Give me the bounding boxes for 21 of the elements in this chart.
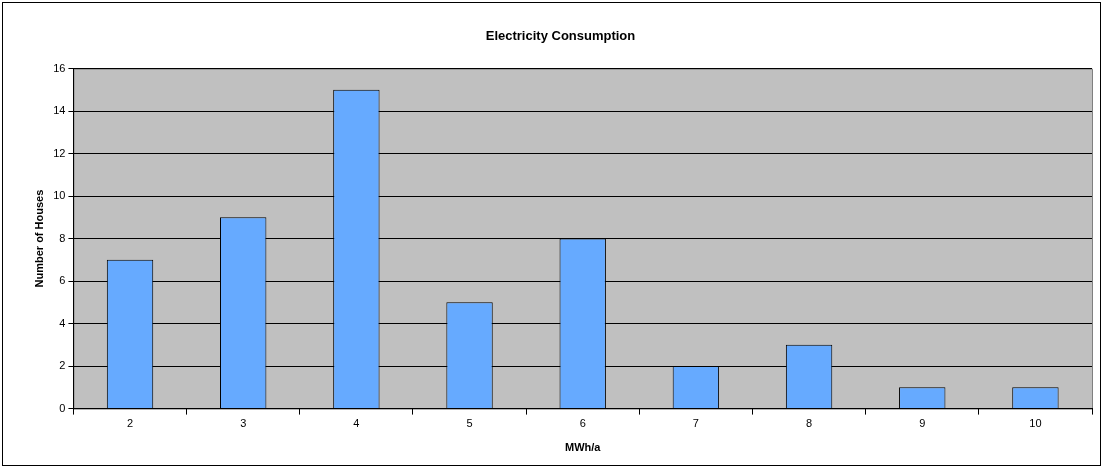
y-tick-label: 2	[59, 359, 66, 372]
y-tick-label: 8	[59, 231, 66, 244]
y-axis-title: Number of Houses	[32, 189, 45, 288]
x-tick-label: 7	[692, 417, 699, 430]
chart-title: Electricity Consumption	[485, 28, 636, 44]
x-tick-label: 8	[806, 417, 813, 430]
y-tick-label: 6	[59, 274, 66, 287]
y-tick-label: 12	[53, 146, 66, 159]
y-tick-label: 16	[53, 61, 66, 74]
x-tick-label: 6	[579, 417, 586, 430]
y-tick-label: 0	[59, 401, 66, 414]
x-tick-label: 9	[919, 417, 926, 430]
y-tick-label: 4	[59, 316, 66, 329]
x-axis-title: MWh/a	[564, 441, 602, 454]
x-tick-label: 10	[1029, 417, 1042, 430]
x-tick-label: 2	[126, 417, 134, 430]
y-tick-label: 10	[53, 189, 66, 202]
x-tick-label: 3	[240, 417, 247, 430]
y-tick-label: 14	[53, 104, 66, 117]
x-tick-label: 4	[353, 417, 360, 430]
x-tick-label: 5	[466, 417, 473, 430]
